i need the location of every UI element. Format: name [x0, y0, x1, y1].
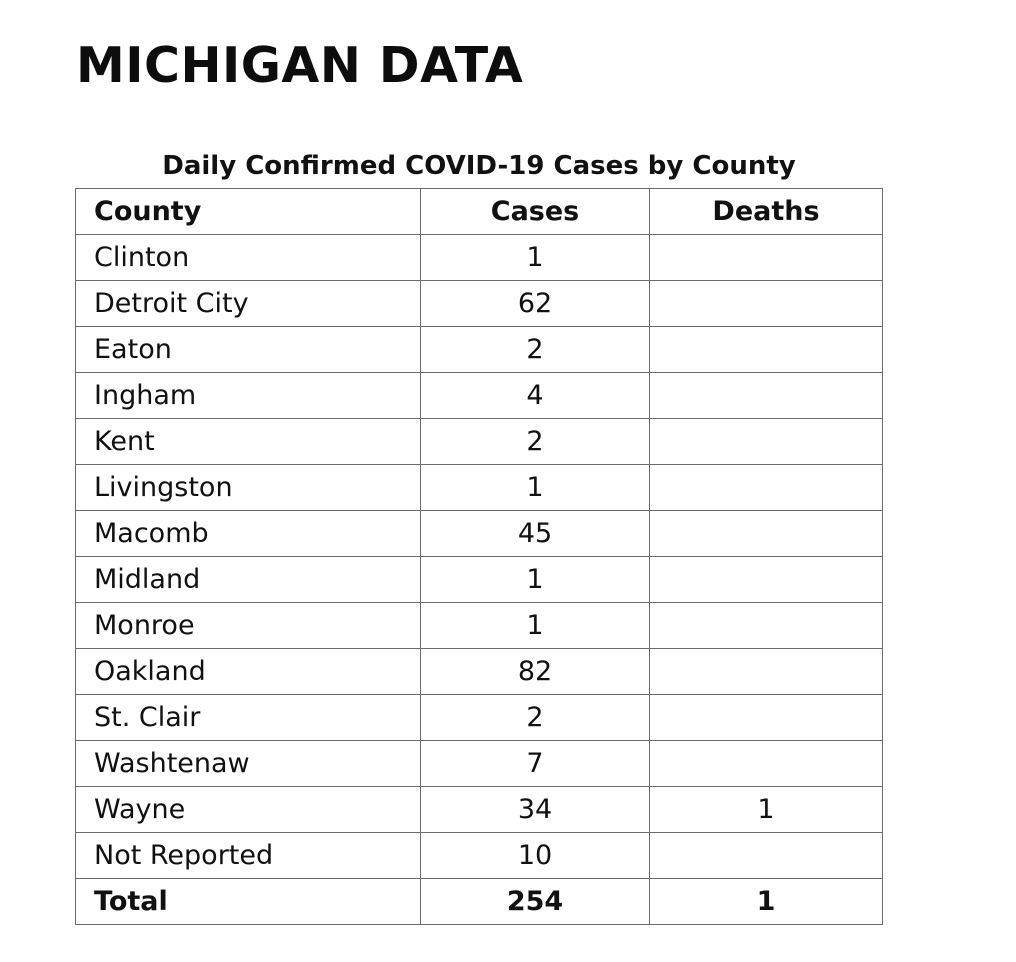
table-row: Not Reported 10	[75, 832, 883, 879]
deaths-cell	[649, 464, 883, 511]
deaths-cell	[649, 602, 883, 649]
deaths-cell	[649, 510, 883, 557]
cases-table: County Cases Deaths Clinton 1 Detroit Ci…	[75, 188, 883, 925]
cases-cell: 2	[420, 418, 650, 465]
total-row: Total 254 1	[75, 878, 883, 925]
cases-cell: 1	[420, 234, 650, 281]
header-deaths: Deaths	[649, 188, 883, 235]
deaths-cell	[649, 832, 883, 879]
total-cases: 254	[420, 878, 650, 925]
county-cell: Wayne	[75, 786, 421, 833]
deaths-cell	[649, 648, 883, 695]
county-cell: Eaton	[75, 326, 421, 373]
header-county: County	[75, 188, 421, 235]
cases-cell: 4	[420, 372, 650, 419]
county-cell: Detroit City	[75, 280, 421, 327]
cases-cell: 62	[420, 280, 650, 327]
total-deaths: 1	[649, 878, 883, 925]
deaths-cell	[649, 234, 883, 281]
county-cell: Midland	[75, 556, 421, 603]
county-cell: St. Clair	[75, 694, 421, 741]
county-cell: Kent	[75, 418, 421, 465]
deaths-cell	[649, 556, 883, 603]
cases-cell: 34	[420, 786, 650, 833]
table-row: Kent 2	[75, 418, 883, 465]
page-title: MICHIGAN DATA	[76, 37, 524, 94]
deaths-cell	[649, 326, 883, 373]
county-cell: Ingham	[75, 372, 421, 419]
deaths-cell	[649, 740, 883, 787]
table-row: Livingston 1	[75, 464, 883, 511]
table-row: Midland 1	[75, 556, 883, 603]
county-cell: Monroe	[75, 602, 421, 649]
county-cell: Washtenaw	[75, 740, 421, 787]
county-cell: Oakland	[75, 648, 421, 695]
cases-cell: 1	[420, 556, 650, 603]
county-cell: Clinton	[75, 234, 421, 281]
table-row: St. Clair 2	[75, 694, 883, 741]
table-row: Detroit City 62	[75, 280, 883, 327]
county-cell: Macomb	[75, 510, 421, 557]
header-cases: Cases	[420, 188, 650, 235]
table-caption: Daily Confirmed COVID-19 Cases by County	[162, 151, 796, 181]
county-cell: Livingston	[75, 464, 421, 511]
cases-cell: 10	[420, 832, 650, 879]
table-row: Macomb 45	[75, 510, 883, 557]
county-cell: Not Reported	[75, 832, 421, 879]
cases-cell: 45	[420, 510, 650, 557]
deaths-cell	[649, 418, 883, 465]
table-row: Monroe 1	[75, 602, 883, 649]
table-row: Oakland 82	[75, 648, 883, 695]
cases-cell: 1	[420, 464, 650, 511]
deaths-cell	[649, 280, 883, 327]
deaths-cell: 1	[649, 786, 883, 833]
deaths-cell	[649, 372, 883, 419]
table-row: Eaton 2	[75, 326, 883, 373]
table-row: Clinton 1	[75, 234, 883, 281]
cases-cell: 2	[420, 326, 650, 373]
deaths-cell	[649, 694, 883, 741]
header-row: County Cases Deaths	[75, 188, 883, 235]
cases-cell: 2	[420, 694, 650, 741]
table-row: Wayne 34 1	[75, 786, 883, 833]
total-label: Total	[75, 878, 421, 925]
table-row: Ingham 4	[75, 372, 883, 419]
cases-cell: 82	[420, 648, 650, 695]
table-row: Washtenaw 7	[75, 740, 883, 787]
cases-cell: 7	[420, 740, 650, 787]
cases-cell: 1	[420, 602, 650, 649]
